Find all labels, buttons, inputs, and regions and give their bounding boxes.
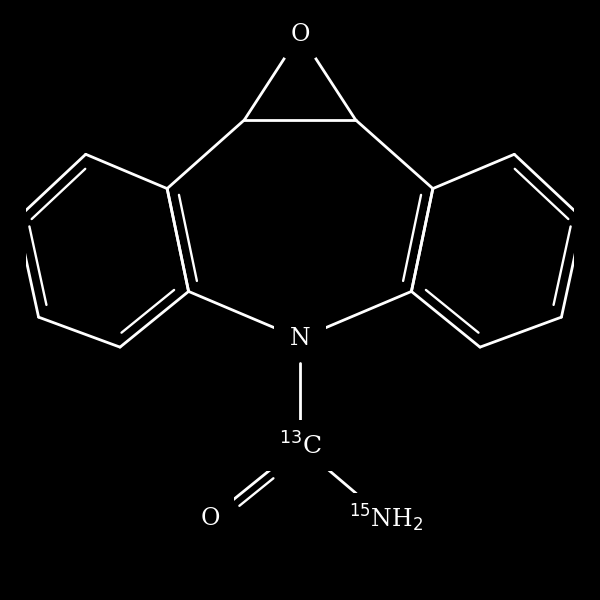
FancyBboxPatch shape bbox=[187, 495, 233, 542]
Text: O: O bbox=[290, 23, 310, 46]
FancyBboxPatch shape bbox=[338, 493, 433, 544]
Text: $^{15}$NH$_2$: $^{15}$NH$_2$ bbox=[349, 503, 423, 534]
FancyBboxPatch shape bbox=[274, 315, 326, 362]
Text: $^{13}$C: $^{13}$C bbox=[278, 432, 322, 460]
Text: N: N bbox=[290, 327, 310, 350]
Circle shape bbox=[272, 7, 328, 62]
Text: O: O bbox=[200, 507, 220, 530]
FancyBboxPatch shape bbox=[262, 420, 338, 472]
